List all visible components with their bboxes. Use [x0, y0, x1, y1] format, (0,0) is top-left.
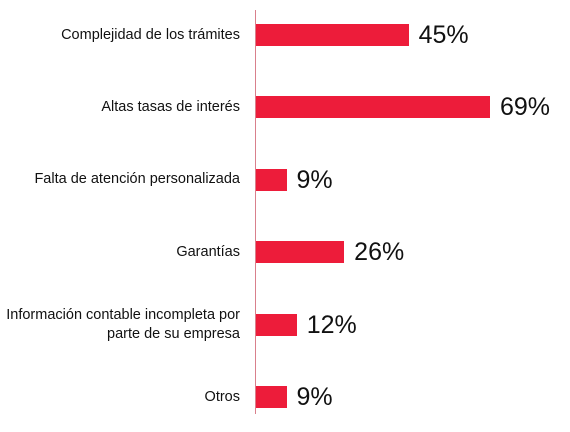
- category-label: Altas tasas de interés: [101, 98, 240, 115]
- category-label: Falta de atención personalizada: [34, 171, 240, 188]
- value-label: 12%: [306, 310, 357, 339]
- bar: [256, 241, 345, 264]
- chart: Complejidad de los trámites 45% Altas tasa…: [6, 10, 551, 414]
- category-label: Otros: [204, 388, 240, 405]
- value-label: 26%: [354, 238, 405, 267]
- value-label: 45%: [418, 21, 469, 49]
- category-label: Garantías: [176, 243, 240, 260]
- bar: [256, 168, 287, 191]
- category-label: Complejidad de los trámites: [61, 26, 240, 43]
- value-label: 9%: [296, 165, 333, 194]
- value-label: 69%: [500, 93, 551, 122]
- bar: [256, 386, 287, 408]
- category-label: Información contable incompleta por part…: [6, 306, 240, 342]
- bar: [256, 24, 409, 46]
- value-label: 9%: [296, 383, 333, 411]
- bar: [256, 96, 490, 119]
- axis-line: [255, 10, 256, 414]
- bar: [256, 313, 297, 336]
